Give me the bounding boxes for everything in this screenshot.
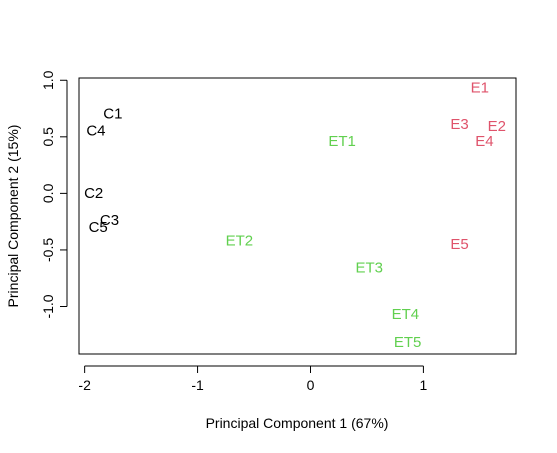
- x-tick-label: 0: [307, 377, 315, 393]
- y-axis: -1.0 -0.5 0.0 0.5 1.0: [40, 70, 68, 319]
- y-tick-label: 0.0: [40, 183, 56, 203]
- y-tick-label: -1.0: [40, 294, 56, 318]
- x-tick-label: -2: [78, 377, 91, 393]
- y-tick-label: 0.5: [40, 127, 56, 147]
- x-axis-label: Principal Component 1 (67%): [206, 415, 389, 431]
- point-label-e2: E2: [488, 118, 506, 135]
- x-axis: -2 -1 0 1: [78, 365, 428, 393]
- point-label-c1: C1: [103, 106, 122, 123]
- point-label-e1: E1: [471, 80, 489, 97]
- y-tick-label: -0.5: [40, 238, 56, 262]
- plot-frame: [78, 77, 517, 355]
- x-tick-label: -1: [191, 377, 204, 393]
- point-label-c2: C2: [84, 185, 103, 202]
- point-label-e5: E5: [450, 236, 468, 253]
- point-label-et4: ET4: [392, 306, 420, 323]
- point-label-et3: ET3: [355, 260, 383, 277]
- point-label-et1: ET1: [328, 133, 356, 150]
- point-label-c5: C5: [89, 219, 108, 236]
- y-axis-label: Principal Component 2 (15%): [5, 125, 21, 308]
- point-label-c3: C3: [100, 212, 119, 229]
- y-tick-label: 1.0: [40, 70, 56, 90]
- point-label-e4: E4: [475, 133, 493, 150]
- point-label-et2: ET2: [226, 232, 254, 249]
- point-label-c4: C4: [86, 123, 105, 140]
- x-tick-label: 1: [420, 377, 428, 393]
- point-label-et5: ET5: [394, 334, 422, 351]
- point-label-e3: E3: [450, 116, 468, 133]
